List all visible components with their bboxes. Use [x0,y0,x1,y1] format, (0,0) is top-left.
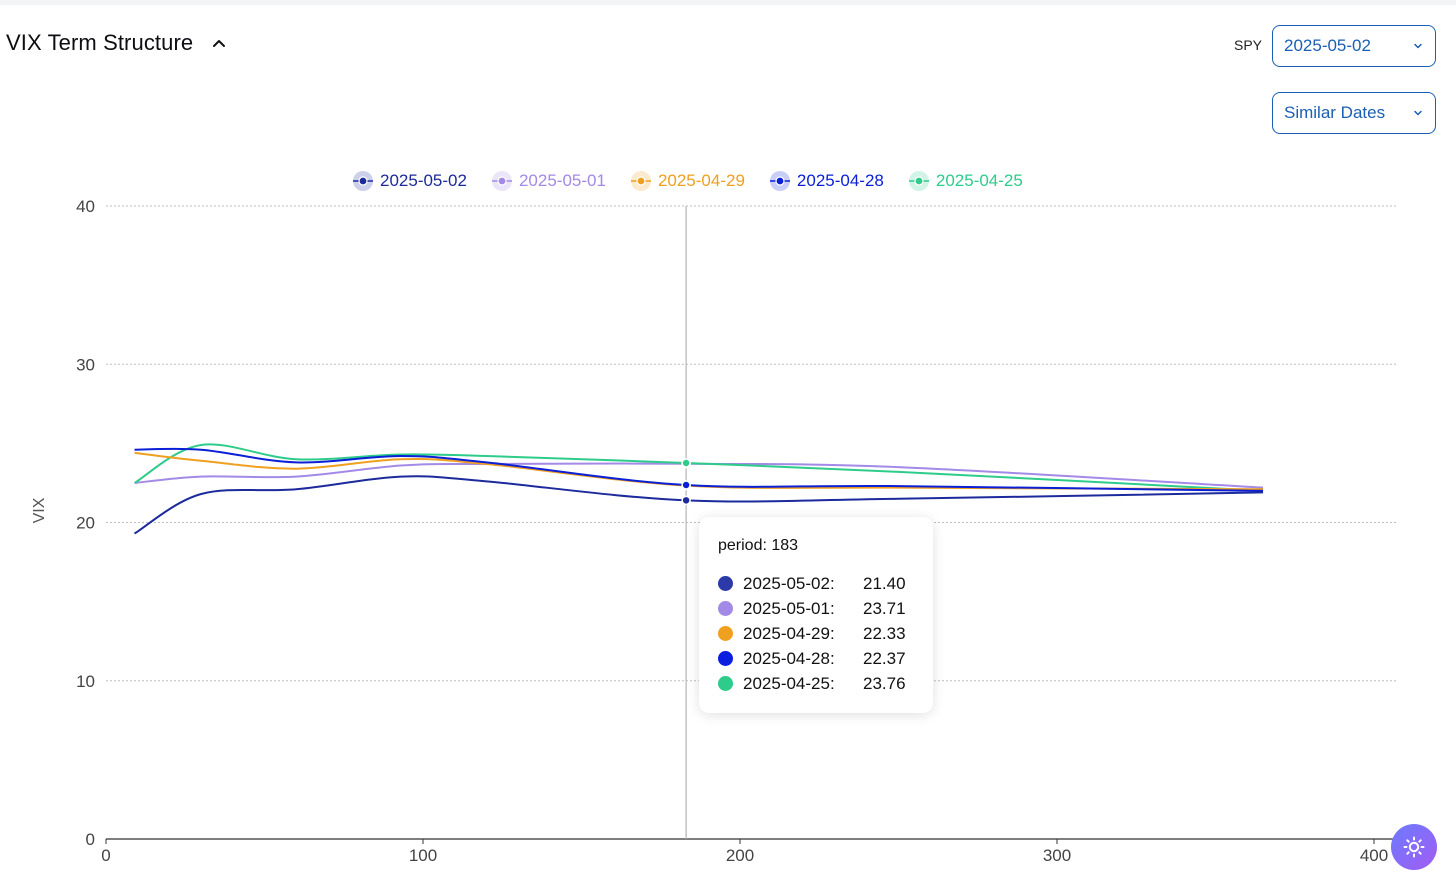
y-tick-label: 40 [76,197,95,216]
legend-label: 2025-04-28 [796,171,884,190]
y-tick-label: 20 [76,514,95,533]
x-tick-label: 400 [1360,846,1388,865]
legend-marker-icon [491,171,512,191]
series-line-2025-04-28 [134,447,1264,492]
page-title: VIX Term Structure [6,30,194,55]
legend-label: 2025-04-29 [657,171,745,190]
tooltip-row: 2025-05-01: 23.71 [718,596,933,621]
legend-item-2025-04-25[interactable]: 2025-04-25 [908,170,1023,192]
theme-toggle-button[interactable] [1391,824,1437,870]
date-select-value: 2025-05-02 [1284,36,1371,55]
legend-item-2025-04-28[interactable]: 2025-04-28 [769,170,884,192]
series-line-2025-04-29 [134,451,1264,491]
tooltip-value: 23.71 [863,598,906,618]
legend-marker-icon [353,171,373,191]
series-line-2025-05-02 [134,475,1264,535]
tooltip-row: 2025-04-25: 23.76 [718,671,933,696]
chart-legend: 2025-05-02 2025-05-01 2025-04-29 2025-04-28… [352,170,1023,192]
legend-label: 2025-05-01 [518,171,606,190]
tooltip-label: 2025-04-29: [743,623,835,643]
chevron-up-icon[interactable] [207,31,231,55]
tooltip-dot [718,626,733,641]
y-tick-label: 30 [76,355,95,374]
legend-label: 2025-04-25 [935,171,1023,190]
tooltip-dot [718,651,733,666]
sun-icon [1403,836,1425,858]
chart-tooltip: period: 183 2025-05-02: 21.40 2025-05-01: 2… [699,517,933,713]
hover-point-2025-05-02 [681,495,691,506]
tooltip-label: 2025-05-02: [743,573,835,593]
legend-label: 2025-05-02 [380,171,467,190]
top-strip [0,0,1456,5]
tooltip-row: 2025-04-29: 22.33 [718,621,933,646]
tooltip-label: 2025-04-25: [743,673,835,693]
y-axis-label: VIX [31,497,48,523]
similar-dates-select[interactable]: Similar Dates [1272,92,1436,134]
legend-item-2025-05-02[interactable]: 2025-05-02 [352,170,467,192]
x-tick-label: 200 [726,846,754,865]
x-tick-label: 0 [101,846,110,865]
legend-marker-icon [908,171,929,191]
tooltip-row: 2025-04-28: 22.37 [718,646,933,671]
date-select[interactable]: 2025-05-02 [1272,25,1436,67]
x-tick-label: 100 [409,846,437,865]
y-tick-label: 0 [86,830,95,849]
hover-point-2025-04-28 [681,480,691,490]
tooltip-dot [718,576,733,591]
legend-item-2025-05-01[interactable]: 2025-05-01 [491,170,606,192]
legend-marker-icon [769,171,790,191]
x-tick-label: 300 [1043,846,1071,865]
similar-dates-value: Similar Dates [1284,103,1386,122]
chevron-down-icon [1414,43,1422,49]
header: VIX Term Structure [6,30,231,56]
tooltip-row: 2025-05-02: 21.40 [718,571,933,596]
tooltip-value: 22.37 [863,648,906,668]
tooltip-dot [718,676,733,691]
tooltip-value: 21.40 [863,573,906,593]
tooltip-value: 22.33 [863,623,906,643]
tooltip-title: period: 183 [718,537,799,554]
hover-point-2025-04-25 [681,458,691,468]
legend-marker-icon [630,171,651,191]
series-line-2025-04-25 [134,443,1264,492]
chevron-down-icon [1414,110,1422,116]
legend-item-2025-04-29[interactable]: 2025-04-29 [630,170,745,192]
tooltip-label: 2025-05-01: [743,598,835,618]
y-tick-label: 10 [76,672,95,691]
spy-label: SPY [1234,37,1263,53]
tooltip-dot [718,601,733,616]
tooltip-value: 23.76 [863,673,906,693]
series-line-2025-05-01 [134,462,1264,489]
tooltip-label: 2025-04-28: [743,648,835,668]
